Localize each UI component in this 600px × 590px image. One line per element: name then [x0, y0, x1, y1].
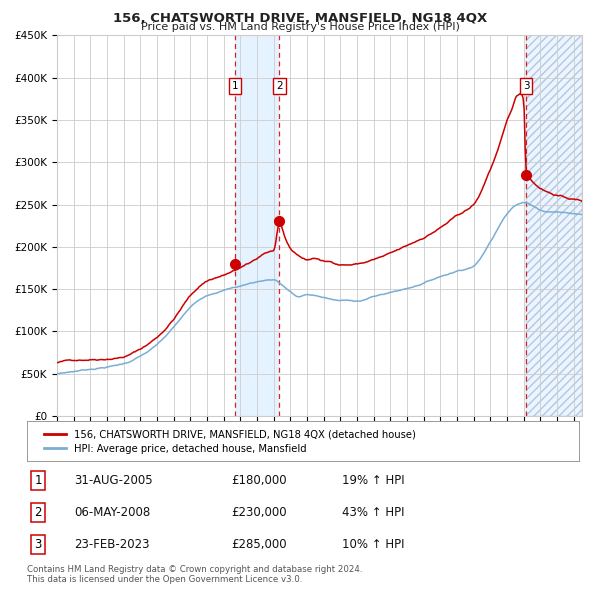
- Text: £230,000: £230,000: [231, 506, 287, 519]
- Text: £285,000: £285,000: [231, 538, 287, 551]
- Text: 3: 3: [523, 81, 529, 91]
- Text: 156, CHATSWORTH DRIVE, MANSFIELD, NG18 4QX: 156, CHATSWORTH DRIVE, MANSFIELD, NG18 4…: [113, 12, 487, 25]
- Bar: [235, 35, 280, 416]
- Text: 3: 3: [34, 538, 42, 551]
- Text: 23-FEB-2023: 23-FEB-2023: [74, 538, 149, 551]
- Text: 1: 1: [34, 474, 42, 487]
- Text: 31-AUG-2005: 31-AUG-2005: [74, 474, 152, 487]
- Text: 2: 2: [276, 81, 283, 91]
- Text: £180,000: £180,000: [231, 474, 287, 487]
- Text: 10% ↑ HPI: 10% ↑ HPI: [341, 538, 404, 551]
- Text: 43% ↑ HPI: 43% ↑ HPI: [341, 506, 404, 519]
- Text: Contains HM Land Registry data © Crown copyright and database right 2024.: Contains HM Land Registry data © Crown c…: [27, 565, 362, 574]
- Text: 2: 2: [34, 506, 42, 519]
- Legend: 156, CHATSWORTH DRIVE, MANSFIELD, NG18 4QX (detached house), HPI: Average price,: 156, CHATSWORTH DRIVE, MANSFIELD, NG18 4…: [38, 423, 421, 460]
- Text: 06-MAY-2008: 06-MAY-2008: [74, 506, 150, 519]
- Text: 19% ↑ HPI: 19% ↑ HPI: [341, 474, 404, 487]
- Text: This data is licensed under the Open Government Licence v3.0.: This data is licensed under the Open Gov…: [27, 575, 302, 584]
- Bar: [526, 35, 582, 416]
- Text: 1: 1: [232, 81, 238, 91]
- Text: Price paid vs. HM Land Registry's House Price Index (HPI): Price paid vs. HM Land Registry's House …: [140, 22, 460, 32]
- Bar: [526, 35, 582, 416]
